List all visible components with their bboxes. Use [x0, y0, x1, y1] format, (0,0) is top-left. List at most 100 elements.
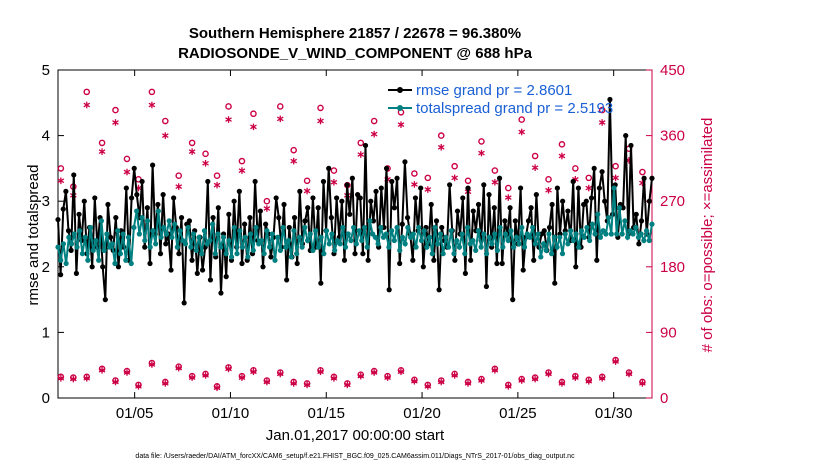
rmse-marker: [460, 195, 466, 201]
obs_possible-point: [572, 165, 579, 172]
obs_possible-point: [213, 172, 221, 179]
x-tick-label: 01/15: [307, 405, 345, 422]
rmse-marker: [468, 257, 474, 263]
rmse-marker: [139, 178, 145, 185]
rmse-marker: [257, 208, 263, 214]
obs_assimilated-point: [531, 164, 539, 171]
obs_assimilated-point: [303, 187, 311, 195]
totalspread-marker: [294, 251, 300, 257]
totalspread-marker: [649, 221, 655, 227]
obs_assimilated_low-point: [464, 380, 472, 387]
totalspread-marker: [416, 224, 422, 231]
obs_possible-point: [598, 106, 606, 114]
obs_assimilated-point: [478, 149, 485, 157]
x-tick-label: 01/25: [499, 405, 537, 422]
totalspread-marker: [643, 228, 650, 234]
totalspread-marker: [505, 237, 511, 244]
chart-title-line1: Southern Hemisphere 21857 / 22678 = 96.3…: [189, 25, 521, 42]
rmse-marker: [318, 280, 324, 286]
y-left-tick-label: 2: [42, 259, 50, 276]
obs_possible-point: [290, 146, 297, 154]
totalspread-marker: [527, 234, 533, 240]
totalspread-marker: [313, 228, 319, 234]
obs_assimilated-point: [148, 101, 156, 109]
totalspread-marker: [307, 231, 313, 237]
obs_assimilated_low-point: [478, 377, 485, 384]
obs_assimilated-point: [612, 174, 619, 182]
rmse-marker: [638, 218, 645, 224]
rmse-marker: [620, 205, 626, 211]
totalspread-marker: [519, 224, 525, 231]
rmse-marker: [352, 251, 358, 257]
rmse-marker: [215, 205, 221, 211]
totalspread-marker: [383, 231, 389, 237]
rmse-marker: [81, 198, 87, 204]
totalspread-marker: [90, 247, 96, 253]
totalspread-marker: [169, 234, 175, 240]
totalspread-marker: [60, 241, 67, 247]
obs_assimilated_low-point: [572, 374, 579, 381]
rmse-marker: [73, 270, 79, 276]
totalspread-marker: [261, 251, 267, 257]
rmse-marker: [60, 206, 66, 212]
totalspread-marker: [174, 244, 180, 250]
obs_possible-point: [303, 177, 311, 185]
totalspread-marker: [310, 247, 316, 253]
totalspread-marker: [337, 241, 343, 247]
totalspread-marker: [245, 254, 251, 260]
totalspread-marker: [473, 247, 479, 253]
obs_possible-point: [188, 139, 196, 147]
rmse-marker: [507, 205, 513, 211]
rmse-marker: [242, 221, 248, 227]
x-tick-label: 01/05: [116, 405, 154, 422]
y-left-tick-label: 3: [42, 193, 50, 210]
obs_assimilated_low-point: [225, 365, 232, 373]
rmse-marker: [528, 205, 534, 211]
obs_assimilated-point: [238, 167, 246, 174]
totalspread-marker: [193, 247, 199, 253]
totalspread-marker: [177, 228, 183, 234]
rmse-marker: [512, 218, 518, 224]
rmse-marker: [397, 260, 403, 267]
rmse-marker: [284, 277, 290, 283]
rmse-marker: [470, 208, 476, 214]
totalspread-marker: [188, 244, 194, 250]
rmse-marker: [454, 208, 461, 214]
rmse-marker: [123, 185, 129, 191]
rmse-marker: [447, 182, 453, 188]
footnote: data file: /Users/raeder/DAI/ATM_forcXX/…: [135, 453, 575, 460]
totalspread-marker: [424, 244, 430, 250]
rmse-marker: [439, 224, 445, 231]
totalspread-marker: [440, 251, 446, 257]
obs_assimilated-point: [518, 128, 526, 136]
x-axis-label: Jan.01,2017 00:00:00 start: [266, 427, 445, 444]
rmse-marker: [105, 201, 111, 208]
obs_assimilated_low-point: [598, 375, 606, 382]
totalspread-marker: [462, 251, 468, 257]
obs_assimilated-point: [202, 159, 209, 167]
rmse-marker: [420, 264, 426, 270]
totalspread-marker: [348, 237, 354, 244]
rmse-marker: [58, 272, 64, 278]
totalspread-marker: [353, 241, 359, 247]
rmse-marker: [549, 201, 555, 208]
obs_assimilated_low-point: [558, 380, 566, 387]
obs_assimilated-point: [451, 174, 458, 182]
obs_assimilated-point: [357, 151, 365, 158]
totalspread-marker: [475, 228, 482, 234]
totalspread-marker: [266, 244, 273, 250]
rmse-marker: [291, 215, 298, 221]
rmse-marker: [646, 198, 652, 204]
rmse-marker: [71, 172, 77, 178]
obs_assimilated-point: [558, 152, 566, 160]
totalspread-marker: [576, 244, 582, 250]
totalspread-marker: [63, 260, 69, 267]
y-right-tick-label: 450: [660, 62, 685, 79]
rmse-marker: [362, 142, 369, 149]
rmse-marker: [541, 228, 547, 234]
totalspread-marker: [595, 211, 601, 217]
rmse-marker: [649, 175, 655, 181]
totalspread-marker: [239, 244, 246, 250]
totalspread-marker: [166, 218, 172, 224]
